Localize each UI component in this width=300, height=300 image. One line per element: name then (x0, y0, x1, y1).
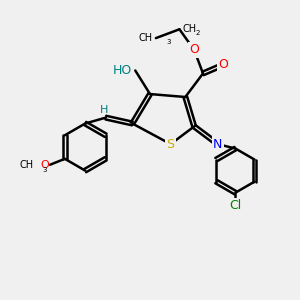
Text: H: H (100, 105, 109, 115)
Text: 3: 3 (166, 39, 171, 45)
Text: O: O (189, 44, 199, 56)
Text: S: S (167, 138, 175, 151)
Text: HO: HO (113, 64, 132, 77)
Text: N: N (213, 138, 222, 151)
Text: Cl: Cl (229, 200, 242, 212)
Text: CH: CH (182, 24, 197, 34)
Text: CH: CH (20, 160, 34, 170)
Text: 3: 3 (42, 167, 46, 173)
Text: O: O (40, 160, 49, 170)
Text: CH: CH (139, 33, 153, 43)
Text: 2: 2 (196, 30, 200, 36)
Text: O: O (219, 58, 229, 71)
